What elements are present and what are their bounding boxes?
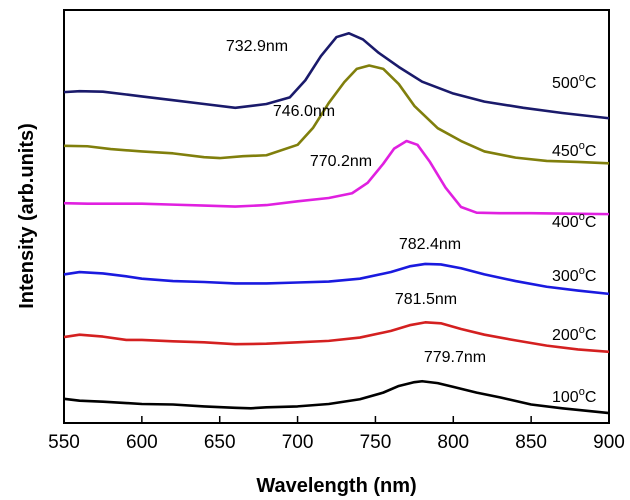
temp-label-300c: 300oC <box>552 265 596 285</box>
peak-label-782-4nm: 782.4nm <box>399 236 461 253</box>
series-line-450c <box>63 64 610 165</box>
peak-label-779-7nm: 779.7nm <box>424 349 486 366</box>
x-axis-title: Wavelength (nm) <box>256 475 416 497</box>
temp-label-500c: 500oC <box>552 72 596 92</box>
x-tick-label-850: 850 <box>515 432 547 453</box>
series-line-200c <box>63 321 610 354</box>
temp-value: 450 <box>552 143 579 160</box>
temp-label-200c: 200oC <box>552 324 596 344</box>
y-axis-title: Intensity (arb.units) <box>16 123 38 309</box>
temp-unit: C <box>585 327 597 344</box>
degree-symbol: o <box>579 386 585 398</box>
temp-unit: C <box>585 268 597 285</box>
temp-unit: C <box>585 143 597 160</box>
series-line-300c <box>63 262 610 296</box>
degree-symbol: o <box>579 211 585 223</box>
x-tick-label-800: 800 <box>437 432 469 453</box>
series-line-100c <box>63 379 610 415</box>
temp-value: 200 <box>552 327 579 344</box>
x-tick-label-750: 750 <box>360 432 392 453</box>
x-tick-label-550: 550 <box>48 432 80 453</box>
temp-value: 100 <box>552 389 579 406</box>
series-line-500c <box>63 31 610 120</box>
plot-frame <box>63 9 610 424</box>
series-line-400c <box>63 139 610 216</box>
degree-symbol: o <box>579 324 585 336</box>
temp-unit: C <box>585 214 597 231</box>
temp-label-400c: 400oC <box>552 211 596 231</box>
x-ticks-group: 550 600 650 700 750 800 850 900 <box>48 416 625 453</box>
peak-label-781-5nm: 781.5nm <box>395 291 457 308</box>
temp-unit: C <box>585 75 597 92</box>
x-tick-label-600: 600 <box>126 432 158 453</box>
temp-value: 500 <box>552 75 579 92</box>
peak-label-746-0nm: 746.0nm <box>273 103 335 120</box>
temp-label-450c: 450oC <box>552 140 596 160</box>
peak-label-732-9nm: 732.9nm <box>226 38 288 55</box>
temp-value: 300 <box>552 268 579 285</box>
x-tick-label-700: 700 <box>282 432 314 453</box>
degree-symbol: o <box>579 265 585 277</box>
degree-symbol: o <box>579 72 585 84</box>
temp-unit: C <box>585 389 597 406</box>
curves-group <box>63 31 610 415</box>
temp-label-100c: 100oC <box>552 386 596 406</box>
labels-group: 779.7nm100oC781.5nm200oC782.4nm300oC770.… <box>226 38 597 406</box>
degree-symbol: o <box>579 140 585 152</box>
temp-value: 400 <box>552 214 579 231</box>
x-tick-label-900: 900 <box>593 432 625 453</box>
x-tick-label-650: 650 <box>204 432 236 453</box>
peak-label-770-2nm: 770.2nm <box>310 153 372 170</box>
